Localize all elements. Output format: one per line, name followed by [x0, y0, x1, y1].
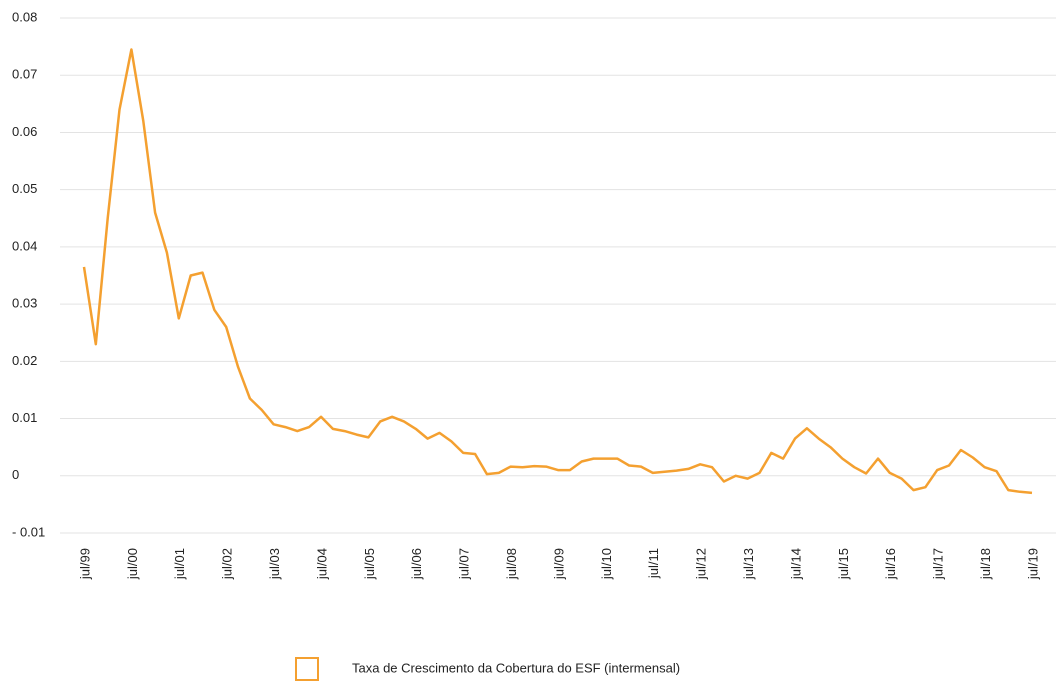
x-tick-label: jul/00 [125, 548, 140, 580]
legend-label: Taxa de Crescimento da Cobertura do ESF … [352, 660, 680, 675]
x-tick-label: jul/09 [551, 548, 566, 580]
y-tick-label: 0.02 [12, 353, 37, 368]
x-tick-label: jul/06 [409, 548, 424, 580]
x-tick-label: jul/01 [172, 548, 187, 580]
y-tick-label: 0.07 [12, 67, 37, 82]
x-tick-label: jul/02 [220, 548, 235, 580]
x-tick-label: jul/19 [1025, 548, 1040, 580]
x-tick-label: jul/04 [314, 548, 329, 580]
x-tick-label: jul/05 [362, 548, 377, 580]
y-tick-label: 0.04 [12, 238, 37, 253]
y-tick-label: - 0.01 [12, 524, 45, 539]
legend-swatch [295, 657, 319, 681]
y-tick-label: 0.01 [12, 410, 37, 425]
x-tick-label: jul/03 [267, 548, 282, 580]
y-tick-label: 0.03 [12, 296, 37, 311]
y-tick-label: 0.05 [12, 181, 37, 196]
x-tick-label: jul/10 [599, 548, 614, 580]
x-tick-label: jul/15 [836, 548, 851, 580]
x-tick-label: jul/99 [77, 548, 92, 580]
y-tick-label: 0.08 [12, 9, 37, 24]
y-tick-label: 0.06 [12, 124, 37, 139]
x-tick-label: jul/17 [931, 548, 946, 580]
x-tick-label: jul/07 [457, 548, 472, 580]
x-tick-label: jul/13 [741, 548, 756, 580]
x-tick-label: jul/16 [883, 548, 898, 580]
data-line [82, 48, 1033, 495]
x-tick-label: jul/18 [978, 548, 993, 580]
x-tick-label: jul/11 [646, 548, 661, 579]
y-tick-label: 0 [12, 467, 19, 482]
x-tick-label: jul/14 [788, 548, 803, 580]
x-tick-label: jul/08 [504, 548, 519, 580]
x-tick-label: jul/12 [694, 548, 709, 580]
